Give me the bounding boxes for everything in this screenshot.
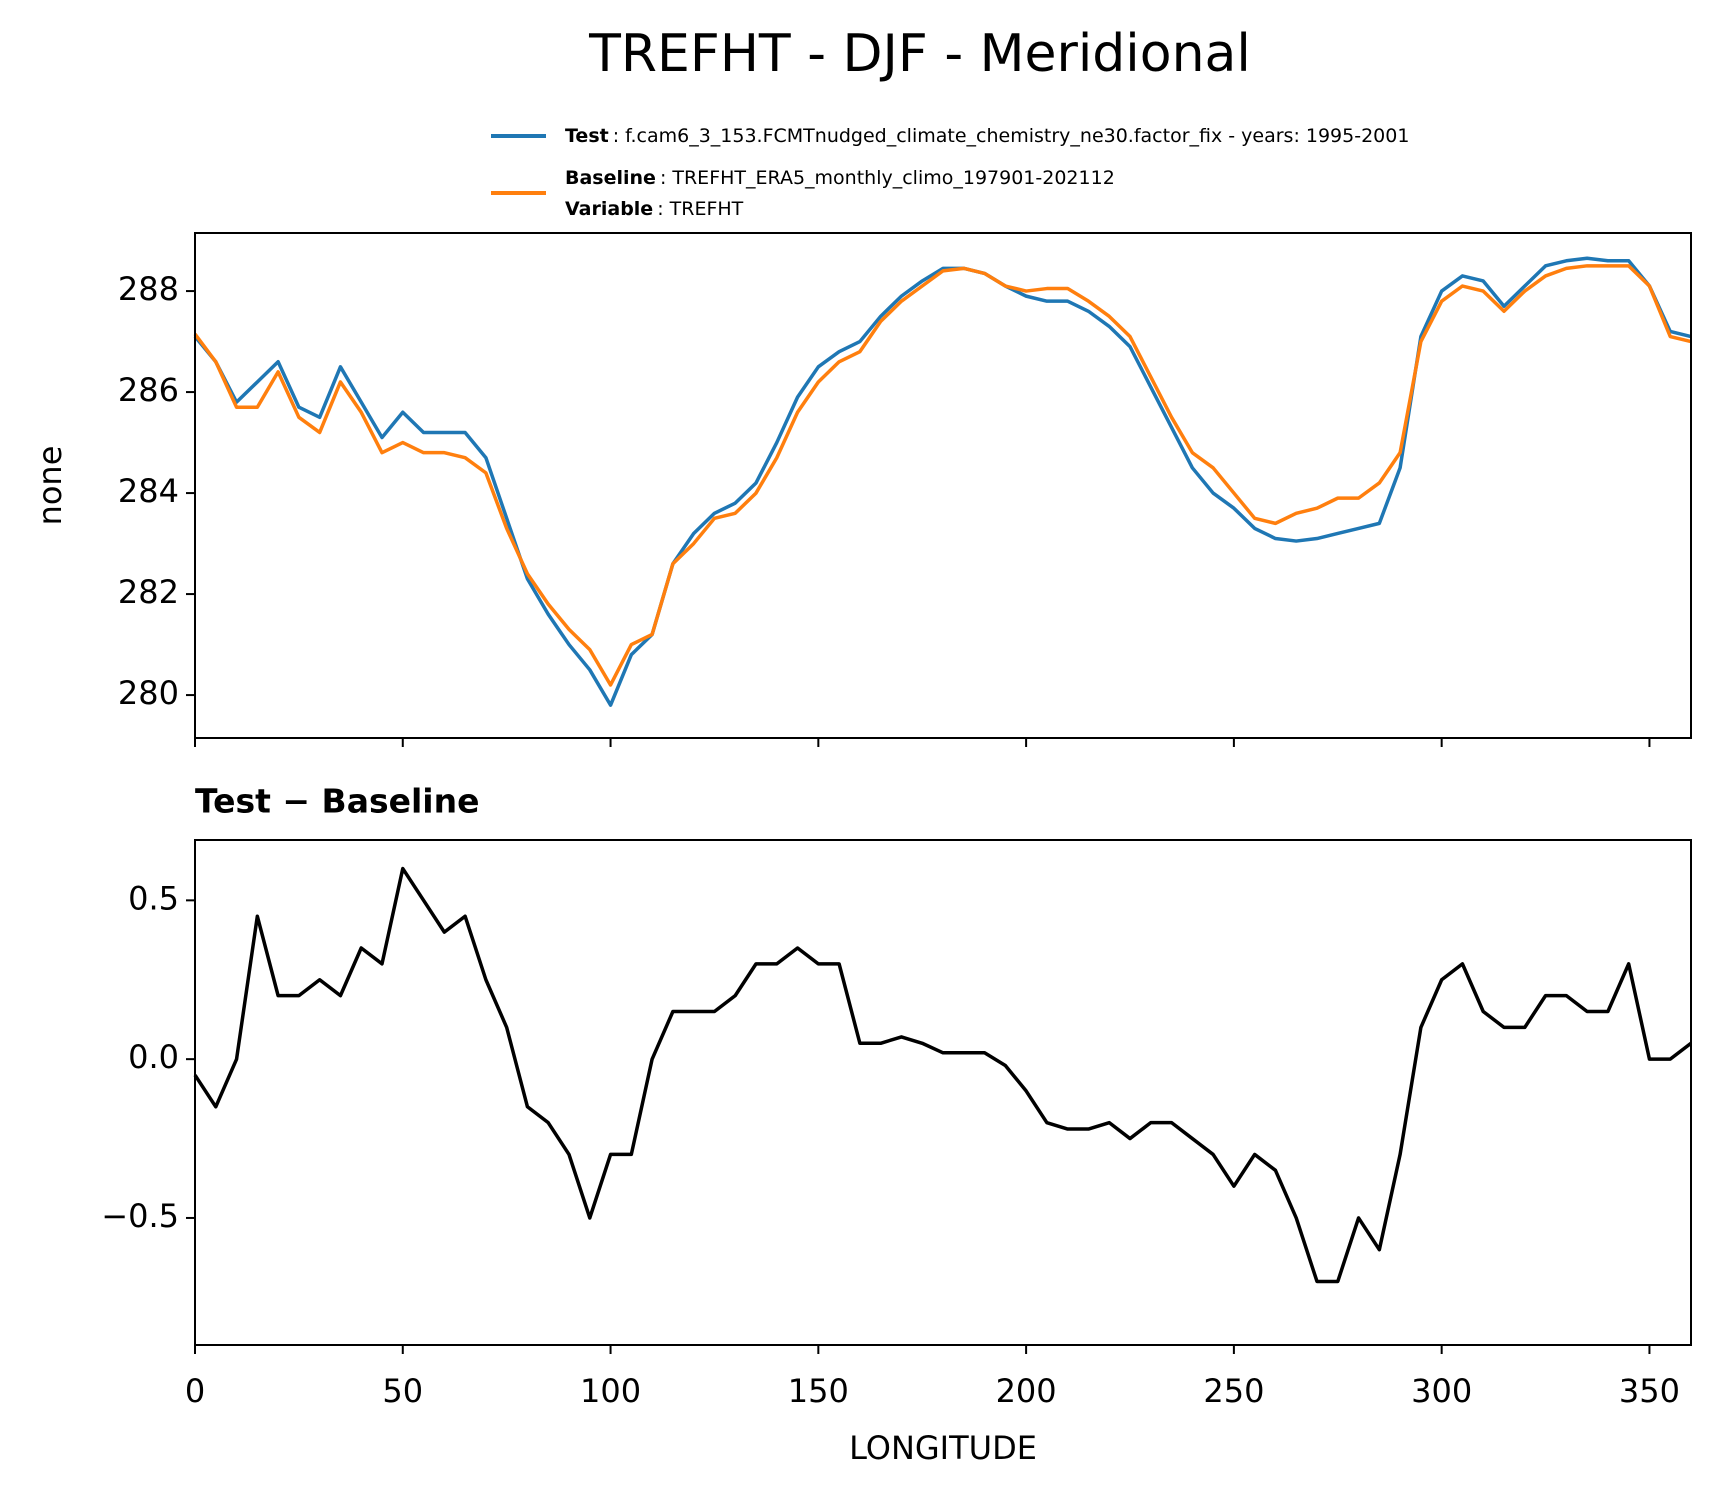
y-tick-label: 0.0 <box>128 1038 179 1076</box>
y-tick-label: 284 <box>118 472 179 510</box>
y-tick-label: 288 <box>118 270 179 308</box>
y-tick-label: −0.5 <box>101 1197 179 1235</box>
series-line <box>193 866 1693 1284</box>
x-axis-label: LONGITUDE <box>849 1429 1037 1467</box>
legend-description: : TREFHT_ERA5_monthly_climo_197901-20211… <box>660 167 1115 189</box>
series-line <box>193 256 1692 707</box>
legend-name: Baseline <box>565 167 656 189</box>
y-tick-label: 0.5 <box>128 879 179 917</box>
legend-text: Test: f.cam6_3_153.FCMTnudged_climate_ch… <box>565 125 1409 147</box>
x-tick-label: 150 <box>788 1372 849 1410</box>
x-tick-label: 250 <box>1203 1372 1264 1410</box>
axes-frame <box>194 839 1692 1346</box>
x-tick-label: 0 <box>185 1372 205 1410</box>
legend-name: Test <box>565 125 609 147</box>
legend-text: Variable: TREFHT <box>565 198 744 220</box>
x-tick-label: 300 <box>1411 1372 1472 1410</box>
x-tick-label: 50 <box>382 1372 423 1410</box>
legend-name: Variable <box>565 198 653 220</box>
y-tick-label: 282 <box>118 573 179 611</box>
y-axis-label: none <box>31 446 69 526</box>
figure-title: TREFHT - DJF - Meridional <box>588 24 1251 84</box>
legend-text: Baseline: TREFHT_ERA5_monthly_climo_1979… <box>565 167 1115 189</box>
x-tick-label: 100 <box>580 1372 641 1410</box>
axes-frame <box>194 232 1692 739</box>
legend-description: : f.cam6_3_153.FCMTnudged_climate_chemis… <box>613 125 1410 147</box>
y-tick-label: 286 <box>118 371 179 409</box>
axes-title: Test − Baseline <box>195 782 480 821</box>
x-tick-label: 350 <box>1619 1372 1680 1410</box>
series-line <box>193 264 1692 687</box>
x-tick-label: 200 <box>996 1372 1057 1410</box>
legend-description: : TREFHT <box>657 198 743 220</box>
y-tick-label: 280 <box>118 674 179 712</box>
